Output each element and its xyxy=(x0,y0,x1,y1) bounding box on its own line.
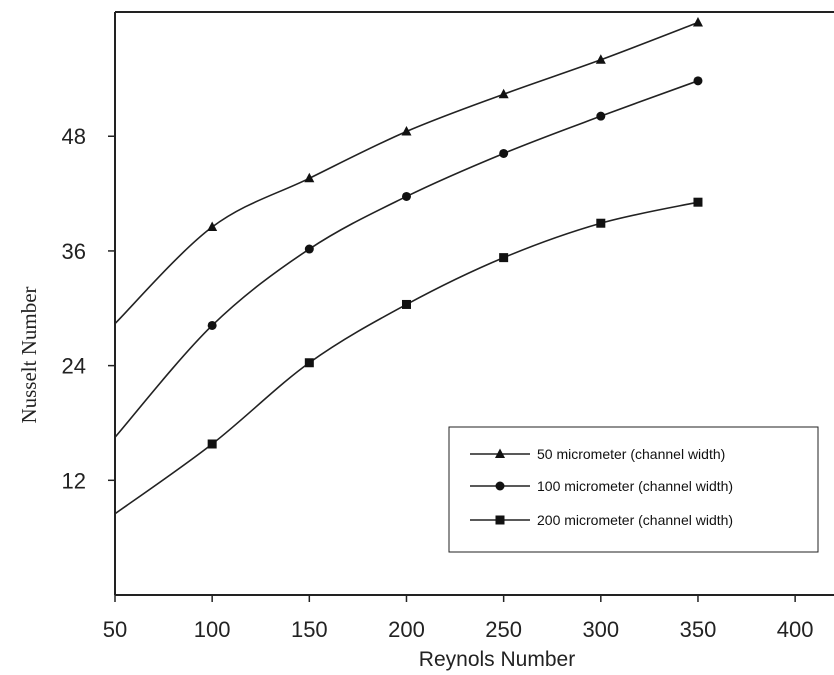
axes: 50 100 150 200 250 300 350 400 12 24 36 48 xyxy=(62,11,834,642)
data-point xyxy=(304,244,314,254)
series-2 xyxy=(114,76,703,438)
y-tick-label: 48 xyxy=(62,124,86,149)
legend-label: 50 micrometer (channel width) xyxy=(537,446,725,462)
series-line xyxy=(114,21,699,325)
y-tick-label: 12 xyxy=(62,468,86,493)
legend-label: 200 micrometer (channel width) xyxy=(537,512,733,528)
data-point xyxy=(498,88,509,99)
data-point xyxy=(207,320,217,330)
data-point xyxy=(207,221,218,232)
data-point xyxy=(692,17,703,27)
legend: 50 micrometer (channel width) 100 microme… xyxy=(448,426,819,553)
x-tick-label: 100 xyxy=(194,617,231,642)
legend-marker xyxy=(495,448,505,458)
data-point xyxy=(595,54,606,64)
data-point xyxy=(499,148,509,158)
x-tick-label: 200 xyxy=(388,617,425,642)
y-axis-title: Nusselt Number xyxy=(17,286,41,423)
legend-entry: 50 micrometer (channel width) xyxy=(470,446,725,462)
y-tick-label: 24 xyxy=(62,354,86,379)
data-point xyxy=(693,76,703,86)
data-point xyxy=(693,197,703,207)
x-tick-label: 400 xyxy=(777,617,814,642)
x-tick-label: 350 xyxy=(680,617,717,642)
series-1 xyxy=(114,17,703,325)
data-point xyxy=(596,218,606,228)
y-tick-label: 36 xyxy=(62,239,86,264)
x-tick-label: 150 xyxy=(291,617,328,642)
legend-box xyxy=(448,426,819,553)
series-3 xyxy=(114,197,703,515)
data-point xyxy=(207,439,217,449)
legend-marker xyxy=(495,481,505,491)
data-point xyxy=(499,253,509,263)
data-point xyxy=(401,191,411,201)
data-point xyxy=(304,172,315,183)
x-axis-title: Reynols Number xyxy=(419,648,575,671)
data-point xyxy=(596,111,606,121)
data-point xyxy=(304,358,314,368)
legend-label: 100 micrometer (channel width) xyxy=(537,478,733,494)
legend-entry: 100 micrometer (channel width) xyxy=(470,478,733,494)
legend-entry: 200 micrometer (channel width) xyxy=(470,512,733,528)
data-point xyxy=(401,125,412,136)
x-tick-label: 250 xyxy=(485,617,522,642)
data-point xyxy=(401,299,411,309)
legend-marker xyxy=(495,515,505,525)
series-layer xyxy=(114,17,703,515)
x-tick-label: 300 xyxy=(582,617,619,642)
x-tick-label: 50 xyxy=(103,617,127,642)
